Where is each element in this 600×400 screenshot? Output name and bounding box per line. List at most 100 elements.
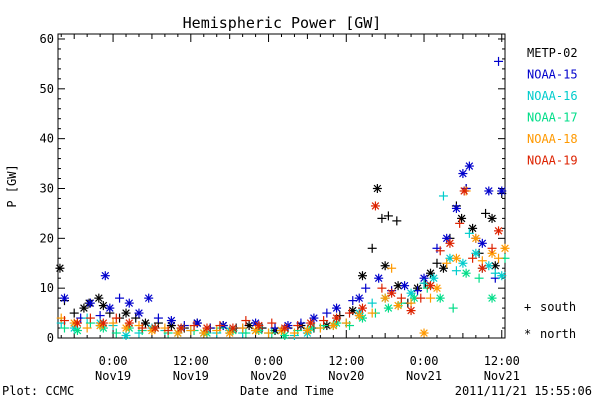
y-tick-label: 60 (40, 32, 54, 46)
data-point-north (124, 318, 134, 328)
data-point-north (487, 213, 497, 223)
data-point-south (319, 316, 329, 326)
data-point-north (251, 326, 261, 336)
data-point-south (392, 216, 402, 226)
legend-item-noaa-18: NOAA-18 (527, 132, 578, 146)
data-point-north (406, 288, 416, 298)
data-point-north (458, 258, 468, 268)
data-point-north (228, 323, 238, 333)
data-point-south (186, 326, 196, 336)
data-point-south (494, 253, 504, 263)
data-point-south (377, 213, 387, 223)
data-point-south (464, 228, 474, 238)
data-point-north (484, 186, 494, 196)
data-point-north (429, 273, 439, 283)
data-point-north (393, 281, 403, 291)
data-point-south (115, 293, 125, 303)
data-point-south (448, 303, 458, 313)
data-point-south (293, 321, 303, 331)
data-point-north (445, 238, 455, 248)
data-point-north (121, 308, 131, 318)
data-point-south (82, 323, 92, 333)
x-tick-label-time: 12:00 (484, 354, 520, 368)
x-tick-label-date: Nov19 (173, 369, 209, 383)
data-point-north (166, 316, 176, 326)
data-point-north (332, 313, 342, 323)
data-point-north (105, 303, 115, 313)
data-point-north (354, 311, 364, 321)
data-point-north (280, 323, 290, 333)
data-point-south (435, 246, 445, 256)
legend-item-noaa-19: NOAA-19 (527, 154, 578, 168)
data-point-south (241, 328, 251, 338)
plot-frame (57, 33, 506, 339)
data-point-north (354, 293, 364, 303)
data-point-north (306, 318, 316, 328)
data-point-north (438, 263, 448, 273)
data-point-north (459, 186, 469, 196)
data-point-north (121, 323, 131, 333)
data-point-north (426, 281, 435, 291)
data-point-south (348, 296, 358, 306)
data-point-south (267, 318, 277, 328)
data-point-south (270, 323, 280, 333)
y-tick-label: 40 (40, 132, 54, 146)
data-point-south (413, 286, 423, 296)
data-point-north (98, 318, 108, 328)
data-point-north (497, 271, 507, 281)
plot-credit: Plot: CCMC (2, 384, 74, 398)
x-tick-label-date: Nov21 (406, 369, 442, 383)
y-axis: 0 10 20 30 40 50 60 (40, 32, 505, 345)
data-point-north (150, 323, 160, 333)
data-point-north (85, 298, 95, 308)
x-tick-label-date: Nov21 (484, 369, 520, 383)
data-point-south (131, 313, 141, 323)
data-point-south (432, 258, 442, 268)
data-point-south (396, 293, 406, 303)
data-point-north (451, 253, 461, 263)
data-point-south (315, 323, 325, 333)
data-point-north (426, 268, 435, 278)
data-point-south (59, 316, 69, 326)
data-point-south (108, 318, 118, 328)
data-point-north (134, 308, 144, 318)
data-point-north (383, 303, 393, 313)
data-point-north (471, 233, 481, 243)
data-point-south (438, 191, 448, 201)
data-point-south (153, 313, 163, 323)
data-point-north (72, 318, 82, 328)
data-point-south (341, 318, 351, 328)
data-point-north (468, 223, 478, 233)
y-tick-label: 0 (47, 331, 54, 345)
data-point-south (451, 266, 461, 276)
data-point-south (490, 268, 500, 278)
data-point-north (477, 238, 487, 248)
data-point-north (100, 271, 110, 281)
y-tick-label: 50 (40, 82, 54, 96)
data-point-north (144, 293, 154, 303)
data-point-south (137, 323, 147, 333)
legend: METP-02 NOAA-15 NOAA-16 NOAA-17 NOAA-18 NOAA-… (527, 46, 578, 168)
data-point-north (124, 298, 134, 308)
y-tick-label: 30 (40, 181, 54, 195)
data-point-north (477, 263, 487, 273)
data-point-south (494, 56, 504, 66)
data-point-south (419, 278, 429, 288)
data-point-north (357, 271, 367, 281)
data-point-south (416, 293, 426, 303)
data-point-south (289, 328, 299, 338)
data-point-north (406, 306, 416, 316)
data-point-south (238, 323, 248, 333)
data-point-south (487, 243, 497, 253)
data-point-north (254, 321, 264, 331)
data-point-south (481, 208, 491, 218)
data-point-south (367, 243, 377, 253)
series-noaa-19 (59, 186, 504, 336)
data-point-north (461, 268, 471, 278)
y-axis-label: P [GW] (5, 164, 19, 207)
series-metp-02 (55, 183, 507, 336)
data-point-south (215, 321, 225, 331)
data-points (55, 56, 510, 341)
data-point-north (393, 301, 403, 311)
